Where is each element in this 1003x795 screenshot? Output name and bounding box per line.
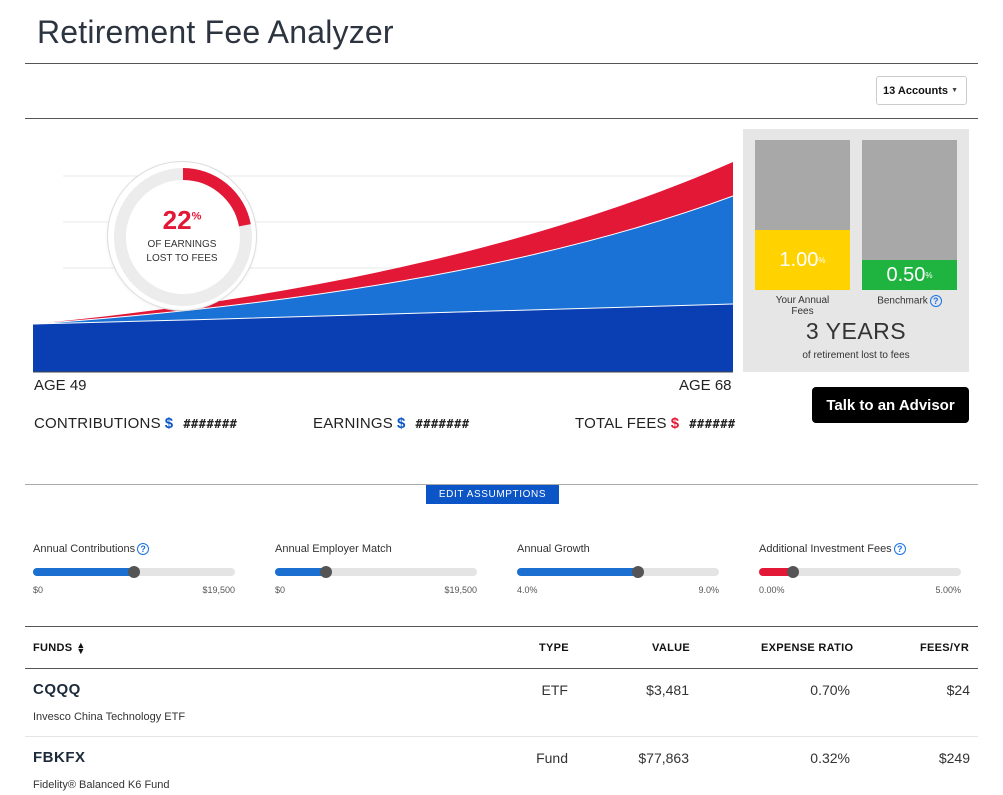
slider-fill (517, 568, 639, 576)
chevron-down-icon: ▼ (951, 87, 958, 94)
edit-assumptions-button[interactable]: EDIT ASSUMPTIONS (426, 485, 559, 504)
fund-fees-yr: $24 (946, 682, 970, 698)
fund-symbol[interactable]: FBKFX (33, 749, 86, 766)
donut-percent: 22% (162, 205, 202, 235)
benchmark-fee-bar: 0.50% (862, 140, 957, 290)
funds-column-header[interactable]: FUNDS ▲ ▼ (33, 640, 86, 657)
row-divider (25, 736, 978, 737)
sort-icon[interactable]: ▲ ▼ (76, 640, 86, 657)
slider-label: Annual Growth (517, 543, 590, 555)
slider-annual-growth[interactable]: Annual Growth 4.0% 9.0% (517, 543, 719, 595)
type-column-header: TYPE (539, 642, 569, 654)
table-header-divider (25, 668, 978, 669)
assumptions-divider (25, 484, 978, 485)
slider-additional-investment-fees[interactable]: Additional Investment Fees? 0.00% 5.00% (759, 543, 961, 595)
accounts-select-label: 13 Accounts (883, 84, 949, 97)
slider-track[interactable] (33, 566, 235, 578)
slider-label: Additional Investment Fees? (759, 543, 961, 557)
fund-type: Fund (536, 750, 568, 766)
title-divider (25, 63, 978, 64)
fees-lost-donut: 22% OF EARNINGS LOST TO FEES (107, 161, 257, 311)
benchmark-fee-bar-fill: 0.50% (862, 260, 957, 290)
slider-max: $19,500 (202, 585, 235, 595)
slider-handle[interactable] (787, 566, 800, 578)
earnings-area (33, 196, 733, 324)
talk-to-advisor-button[interactable]: Talk to an Advisor (812, 387, 969, 423)
slider-max: $19,500 (444, 585, 477, 595)
expense-ratio-column-header: EXPENSE RATIO (761, 642, 854, 654)
help-icon[interactable]: ? (929, 295, 942, 307)
years-lost: 3 YEARS (805, 318, 907, 344)
accounts-select[interactable]: 13 Accounts ▼ (876, 76, 967, 105)
slider-min: $0 (275, 585, 286, 595)
slider-fill (759, 568, 794, 576)
contributions-summary: CONTRIBUTIONS $ ####### (34, 415, 238, 432)
slider-label: Annual Employer Match (275, 543, 392, 555)
slider-max: 9.0% (698, 585, 719, 595)
years-lost-caption: of retirement lost to fees (802, 350, 910, 361)
fund-expense-ratio: 0.70% (810, 682, 850, 698)
fund-value: $77,863 (638, 750, 689, 766)
slider-track[interactable] (759, 566, 961, 578)
slider-max: 5.00% (935, 585, 961, 595)
slider-min: $0 (33, 585, 44, 595)
slider-min: 4.0% (517, 585, 538, 595)
slider-handle[interactable] (128, 566, 140, 578)
fees-yr-column-header: FEES/YR (920, 642, 970, 654)
benchmark-caption: Benchmark? (862, 295, 957, 307)
age-start-label: AGE 49 (34, 377, 87, 394)
fund-type: ETF (541, 682, 568, 698)
fund-fees-yr: $249 (938, 750, 970, 766)
help-icon[interactable]: ? (893, 543, 906, 556)
slider-annual-contributions[interactable]: Annual Contributions? $0 $19,500 (33, 543, 235, 595)
slider-fill (33, 568, 134, 576)
donut-caption: OF EARNINGS LOST TO FEES (146, 239, 218, 264)
help-icon[interactable]: ? (137, 543, 150, 556)
slider-track[interactable] (275, 566, 477, 578)
age-end-label: AGE 68 (679, 377, 732, 394)
slider-annual-employer-match[interactable]: Annual Employer Match $0 $19,500 (275, 543, 477, 595)
fund-name: Fidelity® Balanced K6 Fund (33, 779, 170, 791)
page-title: Retirement Fee Analyzer (37, 14, 394, 50)
fee-comparison-panel: 1.00% 0.50% Your Annual Fees Benchmark? … (743, 129, 969, 372)
value-column-header: VALUE (652, 642, 690, 654)
your-fee-bar: 1.00% (755, 140, 850, 290)
slider-label: Annual Contributions? (33, 543, 235, 557)
slider-handle[interactable] (632, 566, 645, 578)
earnings-summary: EARNINGS $ ####### (313, 415, 470, 432)
contributions-boundary-line (33, 303, 733, 325)
fund-expense-ratio: 0.32% (810, 750, 850, 766)
your-fee-caption: Your Annual Fees (775, 295, 830, 317)
fund-name: Invesco China Technology ETF (33, 711, 186, 723)
slider-handle[interactable] (319, 566, 332, 578)
total-fees-summary: TOTAL FEES $ ###### (575, 415, 736, 432)
contributions-area (33, 304, 733, 372)
your-fee-bar-fill: 1.00% (755, 230, 850, 290)
header-divider (25, 118, 978, 119)
fund-value: $3,481 (646, 682, 689, 698)
earnings-boundary-line (33, 195, 733, 325)
slider-min: 0.00% (759, 585, 785, 595)
slider-fill (275, 568, 326, 576)
slider-track[interactable] (517, 566, 719, 578)
table-top-divider (25, 626, 978, 627)
fund-symbol[interactable]: CQQQ (33, 681, 81, 698)
donut-fees-arc (114, 168, 252, 306)
